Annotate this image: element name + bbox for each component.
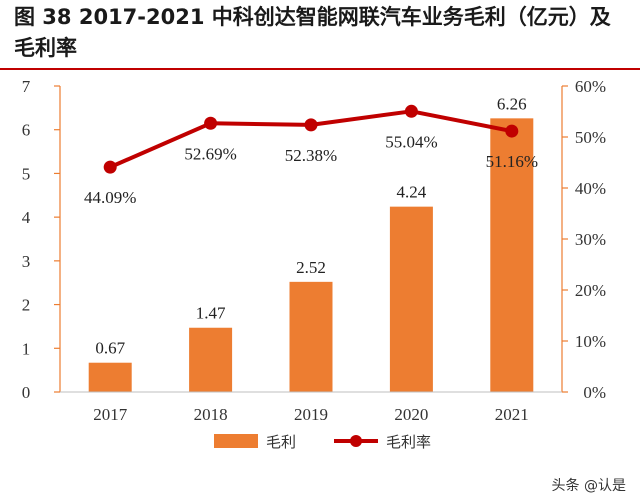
bar xyxy=(88,362,132,392)
bar-value-label: 2.52 xyxy=(296,258,326,277)
legend-swatch-gross-profit xyxy=(214,434,258,448)
legend: 毛利 毛利率 xyxy=(214,433,431,451)
bar-value-label: 6.26 xyxy=(497,94,527,113)
bar xyxy=(389,206,433,392)
margin-value-label: 52.69% xyxy=(184,144,236,163)
margin-value-label: 44.09% xyxy=(84,188,136,207)
x-axis: 2017 2018 2019 2020 2021 xyxy=(60,391,562,424)
left-axis-tick-label: 2 xyxy=(22,296,31,315)
left-axis-tick-label: 1 xyxy=(22,339,31,358)
left-axis-tick-label: 6 xyxy=(22,121,31,140)
bar-value-label: 4.24 xyxy=(397,183,427,202)
bar xyxy=(289,281,333,392)
left-axis-tick-label: 5 xyxy=(22,164,31,183)
legend-label-gross-profit: 毛利 xyxy=(266,433,296,451)
margin-point xyxy=(204,116,218,130)
left-axis-tick-label: 0 xyxy=(22,383,31,402)
x-axis-tick-label: 2019 xyxy=(294,405,328,424)
right-axis-tick-label: 10% xyxy=(575,332,606,351)
right-axis-tick-label: 0% xyxy=(583,383,606,402)
title-divider xyxy=(0,68,640,70)
line-data-labels: 44.09% 52.69% 52.38% 55.04% 51.16% xyxy=(84,132,538,207)
watermark: 头条 @认是 xyxy=(552,477,626,494)
margin-value-label: 55.04% xyxy=(385,132,437,151)
x-axis-tick-label: 2018 xyxy=(194,405,228,424)
right-axis-tick-label: 40% xyxy=(575,179,606,198)
left-axis-tick-label: 7 xyxy=(22,77,31,96)
bar xyxy=(189,327,233,392)
margin-value-label: 52.38% xyxy=(285,146,337,165)
margin-point xyxy=(404,104,418,118)
margin-point xyxy=(103,160,117,174)
bar-value-label: 0.67 xyxy=(95,339,125,358)
right-axis-tick-label: 50% xyxy=(575,128,606,147)
chart-title: 图 38 2017-2021 中科创达智能网联汽车业务毛利（亿元）及毛利率 xyxy=(14,5,611,60)
right-y-axis: 0% 10% 20% 30% 40% 50% 60% xyxy=(561,77,606,402)
bar-data-labels: 0.67 1.47 2.52 4.24 6.26 xyxy=(95,94,526,357)
x-axis-tick-label: 2017 xyxy=(93,405,128,424)
bar-value-label: 1.47 xyxy=(196,304,226,323)
legend-label-gross-margin: 毛利率 xyxy=(386,433,431,451)
right-axis-tick-label: 20% xyxy=(575,281,606,300)
right-axis-tick-label: 30% xyxy=(575,230,606,249)
bar xyxy=(490,118,534,392)
margin-point xyxy=(505,124,519,138)
bar-series-gross-profit xyxy=(88,118,534,392)
x-axis-tick-label: 2020 xyxy=(394,405,428,424)
margin-point xyxy=(304,118,318,132)
left-axis-tick-label: 4 xyxy=(22,208,31,227)
line-series-gross-margin xyxy=(103,104,519,174)
x-axis-tick-label: 2021 xyxy=(495,405,529,424)
left-axis-tick-label: 3 xyxy=(22,252,31,271)
left-y-axis: 0 1 2 3 4 5 6 7 xyxy=(22,77,61,402)
legend-marker-gross-margin xyxy=(350,435,362,447)
right-axis-tick-label: 60% xyxy=(575,77,606,96)
margin-value-label: 51.16% xyxy=(486,152,538,171)
